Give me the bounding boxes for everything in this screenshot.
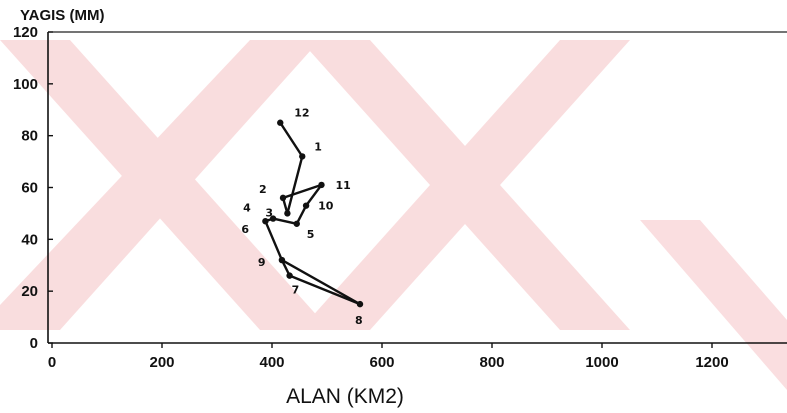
data-point xyxy=(278,256,286,264)
point-label: 4 xyxy=(243,202,251,215)
y-tick-label: 40 xyxy=(21,231,38,248)
x-tick-label: 1000 xyxy=(585,354,618,371)
point-label: 1 xyxy=(314,140,322,153)
data-point xyxy=(269,215,277,222)
series-segment xyxy=(281,183,323,200)
x-axis-title: ALAN (KM2) xyxy=(286,385,404,408)
series-segment xyxy=(288,274,362,306)
y-tick-label: 120 xyxy=(13,24,38,41)
data-point xyxy=(293,220,300,227)
point-label: 9 xyxy=(258,256,266,269)
y-tick-label: 0 xyxy=(30,335,38,352)
data-point xyxy=(299,153,306,160)
x-tick-label: 600 xyxy=(369,354,394,371)
series-points xyxy=(262,119,364,308)
series-segment xyxy=(271,217,298,225)
point-label: 5 xyxy=(307,228,315,241)
point-label: 11 xyxy=(336,179,351,192)
watermark xyxy=(0,40,787,390)
point-label: 7 xyxy=(292,284,300,297)
x-tick-label: 800 xyxy=(479,354,504,371)
point-label: 6 xyxy=(241,223,249,236)
series-segment xyxy=(304,183,323,207)
series-segment xyxy=(264,219,284,262)
series-segment xyxy=(279,121,304,158)
data-point xyxy=(286,272,293,279)
point-label: 8 xyxy=(355,314,363,327)
data-point xyxy=(318,181,325,189)
x-tick-label: 400 xyxy=(259,354,284,371)
y-tick-label: 60 xyxy=(21,180,38,197)
data-point xyxy=(277,119,284,126)
point-label: 12 xyxy=(294,107,309,120)
point-label: 3 xyxy=(265,206,273,219)
x-tick-label: 200 xyxy=(149,354,174,371)
y-tick-label: 80 xyxy=(21,128,38,145)
y-axis-title: YAGIS (MM) xyxy=(20,7,104,24)
y-tick-label: 100 xyxy=(13,76,38,93)
point-label: 2 xyxy=(259,183,267,196)
x-tick-label: 1200 xyxy=(695,354,728,371)
data-point xyxy=(279,194,287,202)
point-label: 10 xyxy=(318,200,334,213)
series-segment xyxy=(295,204,308,225)
y-tick-label: 20 xyxy=(21,283,38,300)
series-segment xyxy=(286,155,304,215)
data-point xyxy=(356,300,364,308)
data-point xyxy=(284,210,291,217)
series-segment xyxy=(280,258,362,306)
data-point xyxy=(262,217,269,225)
x-tick-label: 0 xyxy=(48,354,56,371)
data-point xyxy=(302,202,310,209)
